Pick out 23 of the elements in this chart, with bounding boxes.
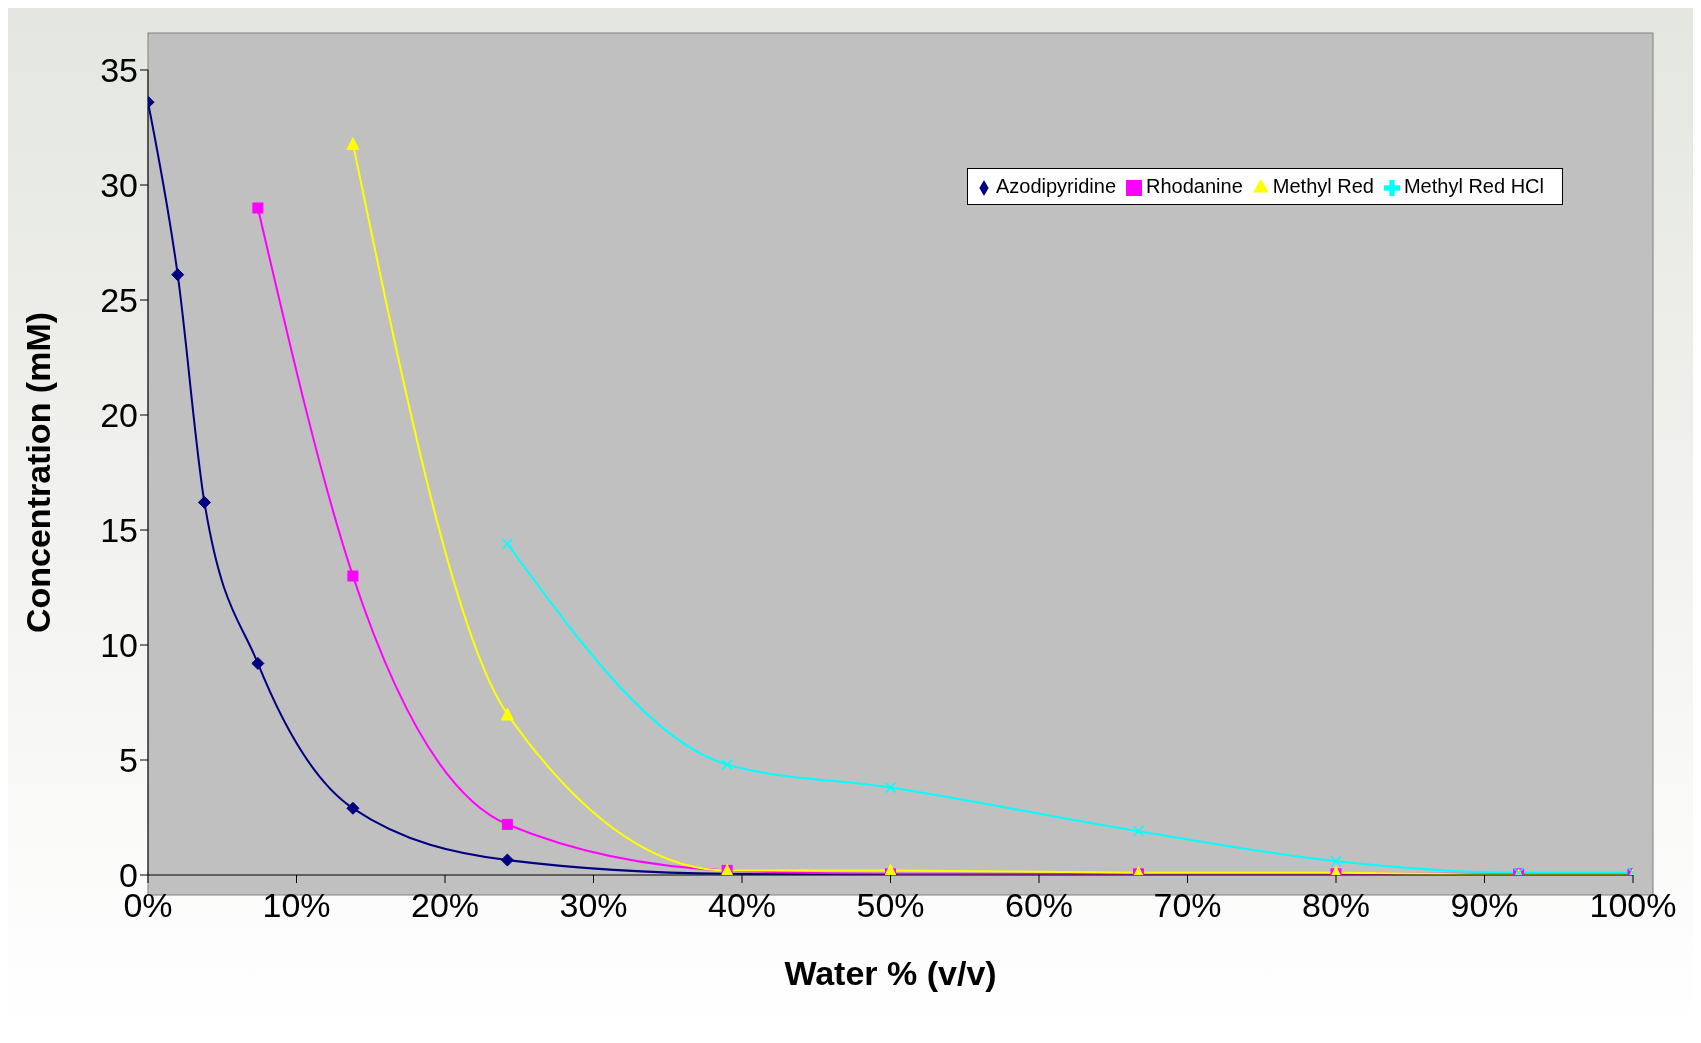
y-tick-label: 30 xyxy=(100,166,138,205)
x-tick-label: 60% xyxy=(1004,886,1074,925)
legend-label: Rhodanine xyxy=(1146,175,1243,197)
y-tick-label: 20 xyxy=(100,396,138,435)
x-tick-label: 80% xyxy=(1301,886,1371,925)
x-tick-label: 40% xyxy=(707,886,777,925)
x-tick-label: 30% xyxy=(559,886,628,925)
x-tick-label: 10% xyxy=(262,886,331,925)
x-axis-title: Water % (v/v) xyxy=(784,954,997,992)
y-tick-label: 10 xyxy=(100,626,138,665)
x-tick-label: 100% xyxy=(1589,886,1677,925)
legend-label: Azodipyridine xyxy=(995,175,1117,197)
x-tick-label: 50% xyxy=(856,886,925,925)
y-tick-label: 15 xyxy=(100,511,138,550)
legend-label: Methyl Red HCl xyxy=(1403,175,1544,197)
x-tick-label: 20% xyxy=(410,886,480,925)
y-tick-label: 25 xyxy=(100,281,138,320)
x-tick-label: 90% xyxy=(1450,886,1519,925)
y-tick-label: 5 xyxy=(119,741,138,780)
x-tick-label: 70% xyxy=(1153,886,1222,925)
y-tick-label: 35 xyxy=(100,51,138,90)
y-axis-title: Concentration (mM) xyxy=(19,311,58,634)
legend-label: Methyl Red xyxy=(1272,175,1374,197)
